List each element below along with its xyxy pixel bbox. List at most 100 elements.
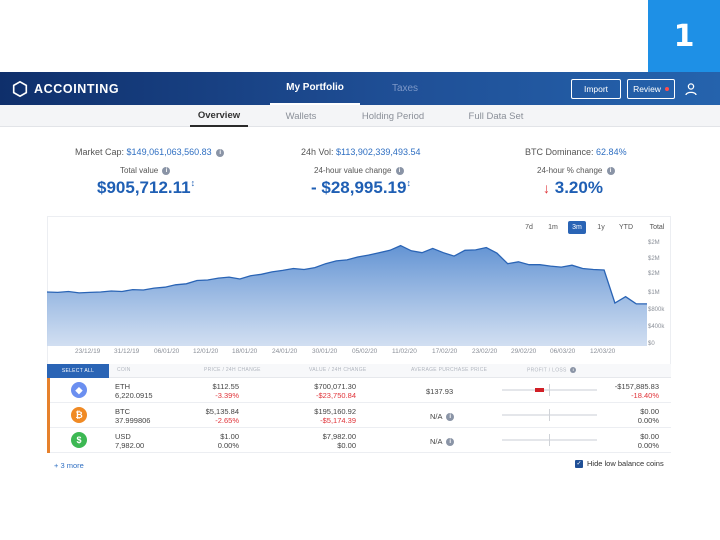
ethereum-icon: ◆ — [71, 382, 87, 398]
row-selection-stripe — [47, 403, 50, 428]
market-cap-value: $149,061,063,560.83 — [126, 147, 212, 157]
info-icon[interactable]: i — [216, 148, 225, 157]
top-bar: ACCOINTING My Portfolio Taxes Import Rev… — [0, 72, 720, 105]
coin-cell: USD 7,982.00 — [115, 432, 144, 450]
x-tick: 11/02/20 — [392, 348, 417, 355]
table-row[interactable]: $ USD 7,982.00 $1.00 0.00% $7,982.00 $0.… — [47, 428, 671, 453]
y-tick: $400k — [648, 324, 665, 330]
info-icon[interactable]: i — [570, 367, 577, 373]
x-tick: 06/01/20 — [154, 348, 180, 355]
range-7d[interactable]: 7d — [525, 224, 533, 231]
table-row[interactable]: ₿ BTC 37.999806 $5,135.84 -2.65% $195,16… — [47, 403, 671, 428]
sort-arrows-icon[interactable]: ↕ — [406, 178, 411, 188]
total-value-label-wrap: Total value i — [120, 166, 171, 175]
review-button-label: Review — [633, 84, 661, 94]
column-header-price[interactable]: PRICE / 24H CHANGE — [204, 367, 261, 373]
value-change-amount: - $28,995.19 — [311, 178, 407, 197]
x-tick: 31/12/19 — [114, 348, 140, 355]
info-icon[interactable]: i — [446, 413, 455, 422]
row-selection-stripe — [47, 428, 50, 453]
x-tick: 17/02/20 — [432, 348, 458, 355]
avg-price: N/A — [430, 412, 443, 421]
pct-change: ↓ 3.20% — [543, 178, 603, 198]
x-tick: 24/01/20 — [272, 348, 298, 355]
profit-loss-value: $0.00 — [640, 432, 659, 441]
profit-loss-bar-midline — [549, 409, 550, 421]
import-button[interactable]: Import — [571, 79, 621, 99]
coin-name: ETH — [115, 382, 130, 391]
profit-loss-fill — [535, 388, 544, 392]
price-cell: $1.00 0.00% — [197, 432, 239, 450]
btc-dominance-label: BTC Dominance: — [525, 147, 594, 157]
subtab-overview[interactable]: Overview — [190, 105, 248, 127]
value-change: -$5,174.39 — [320, 416, 356, 425]
x-tick: 06/03/20 — [550, 348, 576, 355]
table-row[interactable]: ◆ ETH 6,220.0915 $112.55 -3.39% $700,071… — [47, 378, 671, 403]
profit-loss-value: -$157,885.83 — [614, 382, 659, 391]
price-change: -3.39% — [215, 391, 239, 400]
sort-arrows-icon[interactable]: ↕ — [190, 178, 196, 188]
range-3m[interactable]: 3m — [568, 221, 586, 234]
column-header-avg-price[interactable]: AVERAGE PURCHASE PRICE — [411, 367, 488, 373]
price-value: $5,135.84 — [205, 407, 239, 416]
coin-name: BTC — [115, 407, 130, 416]
chart-area-fill — [47, 245, 647, 346]
show-more-link[interactable]: + 3 more — [54, 461, 84, 470]
range-1y[interactable]: 1y — [597, 224, 605, 231]
tab-taxes[interactable]: Taxes — [391, 83, 419, 94]
review-button[interactable]: Review — [627, 79, 675, 99]
y-tick: $0 — [648, 341, 655, 347]
value-change: $0.00 — [337, 441, 356, 450]
subtab-holding-period[interactable]: Holding Period — [361, 110, 425, 122]
range-1m[interactable]: 1m — [548, 224, 558, 231]
avg-price: N/A — [430, 437, 443, 446]
table-header: COIN PRICE / 24H CHANGE VALUE / 24H CHAN… — [47, 364, 671, 378]
info-icon[interactable]: i — [606, 166, 615, 175]
brand-name: ACCOINTING — [34, 82, 120, 96]
info-icon[interactable]: i — [162, 166, 171, 175]
hide-low-balance-toggle[interactable]: ✓ Hide low balance coins — [575, 459, 664, 468]
coin-amount: 37.999806 — [115, 416, 151, 425]
column-header-value[interactable]: VALUE / 24H CHANGE — [309, 367, 367, 373]
profit-loss-pct: 0.00% — [637, 441, 659, 450]
change-label-wrap: 24-hour value change i — [314, 166, 404, 175]
subtab-full-data-set[interactable]: Full Data Set — [468, 110, 524, 122]
range-ytd[interactable]: YTD — [619, 224, 633, 231]
volume-label: 24h Vol: — [301, 147, 334, 157]
total-value-label: Total value — [120, 166, 159, 175]
brand-logo[interactable]: ACCOINTING — [11, 79, 119, 99]
info-icon[interactable]: i — [446, 438, 455, 447]
x-tick: 12/01/20 — [193, 348, 219, 355]
tab-my-portfolio[interactable]: My Portfolio — [270, 72, 360, 105]
coin-cell: ETH 6,220.0915 — [115, 382, 153, 400]
profit-loss-value: $0.00 — [640, 407, 659, 416]
price-change: 0.00% — [217, 441, 239, 450]
info-icon[interactable]: i — [395, 166, 404, 175]
portfolio-chart[interactable] — [47, 236, 647, 346]
total-value-amount: $905,712.11 — [97, 178, 191, 197]
value-amount: $700,071.30 — [314, 382, 356, 391]
notification-dot-icon — [664, 87, 669, 91]
user-icon[interactable] — [684, 82, 698, 96]
price-change: -2.65% — [215, 416, 239, 425]
price-cell: $112.55 -3.39% — [197, 382, 239, 400]
range-total[interactable]: Total — [649, 224, 665, 231]
value-change: - $28,995.19↕ — [311, 178, 411, 198]
price-value: $112.55 — [212, 382, 239, 391]
dollar-icon: $ — [71, 432, 87, 448]
coin-amount: 6,220.0915 — [115, 391, 153, 400]
subtab-wallets[interactable]: Wallets — [285, 110, 317, 122]
column-header-profit-loss[interactable]: PROFIT / LOSS i — [527, 367, 577, 374]
column-header-coin[interactable]: COIN — [117, 367, 131, 373]
accointing-logo-icon — [12, 80, 28, 98]
value-cell: $7,982.00 $0.00 — [302, 432, 356, 450]
market-cap-stat: Market Cap: $149,061,063,560.83 i — [75, 147, 225, 157]
row-selection-stripe — [47, 378, 50, 403]
select-all-button[interactable]: SELECT ALL — [47, 364, 109, 378]
avg-price-cell: N/A i — [430, 412, 455, 422]
y-tick: $1M — [648, 290, 660, 296]
x-tick: 12/03/20 — [590, 348, 616, 355]
profit-loss-label: PROFIT / LOSS — [527, 367, 567, 374]
checkbox-checked-icon[interactable]: ✓ — [575, 459, 583, 468]
